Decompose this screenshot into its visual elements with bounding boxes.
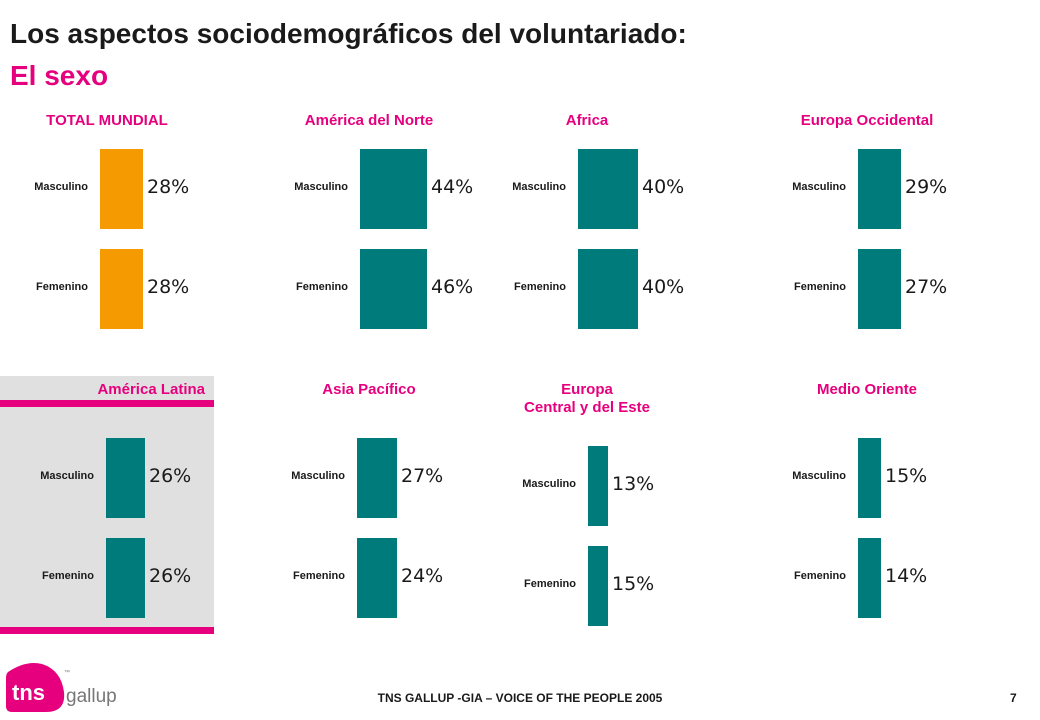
chart-panel-6: Europa Central y del Este Masculino 13% Fem… (480, 381, 694, 626)
bar-femenino (357, 538, 397, 618)
logo-trademark: ™ (64, 669, 70, 676)
bar-femenino (106, 538, 145, 618)
chart-title: Asia Pacífico (322, 381, 416, 398)
value-label: 24% (401, 565, 444, 587)
bar-masculino (588, 446, 608, 526)
value-label: 15% (885, 465, 928, 487)
category-label: Femenino (296, 281, 348, 293)
value-label: 40% (642, 276, 685, 298)
tns-gallup-logo: tns ™ gallup (6, 663, 116, 712)
category-label: Femenino (42, 570, 94, 582)
chart-title: Europa Central y del Este (524, 381, 650, 416)
value-label: 28% (147, 276, 190, 298)
category-label: Masculino (512, 181, 566, 193)
value-label: 44% (431, 176, 474, 198)
chart-title: Europa Occidental (800, 112, 934, 129)
bar-femenino (588, 546, 608, 626)
chart-title: Africa (565, 112, 609, 129)
bar-masculino (858, 438, 881, 518)
value-label: 40% (642, 176, 685, 198)
page-title: Los aspectos sociodemográficos del volun… (10, 18, 687, 49)
value-label: 27% (905, 276, 948, 298)
logo-brand-text: tns (12, 680, 45, 705)
value-label: 28% (147, 176, 190, 198)
chart-panel-3: Europa Occidental Masculino 29% Femenino 27% (760, 112, 974, 352)
value-label: 26% (149, 565, 192, 587)
category-label: Masculino (34, 181, 88, 193)
category-label: Masculino (522, 478, 576, 490)
value-label: 29% (905, 176, 948, 198)
category-label: Femenino (524, 578, 576, 590)
category-label: Femenino (794, 570, 846, 582)
bar-femenino (360, 249, 427, 329)
value-label: 26% (149, 465, 192, 487)
chart-panel-4: América Latina Masculino 26% Femenino 26% (0, 381, 214, 621)
chart-panel-1: América del Norte Masculino 44% Femenino 46% (262, 112, 476, 352)
category-label: Masculino (291, 470, 345, 482)
category-label: Masculino (40, 470, 94, 482)
bar-masculino (858, 149, 901, 229)
chart-panel-0: TOTAL MUNDIAL Masculino 28% Femenino 28% (0, 112, 214, 352)
bar-femenino (858, 249, 901, 329)
bar-masculino (360, 149, 427, 229)
category-label: Masculino (792, 181, 846, 193)
bar-masculino (100, 149, 143, 229)
category-label: Masculino (792, 470, 846, 482)
chart-panel-7: Medio Oriente Masculino 15% Femenino 14% (760, 381, 974, 621)
bar-femenino (100, 249, 143, 329)
bar-masculino (106, 438, 145, 518)
chart-title: América Latina (97, 381, 205, 398)
bar-masculino (357, 438, 397, 518)
footer-text: TNS GALLUP -GIA – VOICE OF THE PEOPLE 20… (377, 691, 663, 705)
value-label: 46% (431, 276, 474, 298)
highlight-bottom-bar (0, 627, 214, 634)
bar-masculino (578, 149, 638, 229)
page-number: 7 (1010, 691, 1017, 705)
value-label: 14% (885, 565, 928, 587)
chart-title: América del Norte (304, 112, 434, 129)
bar-femenino (578, 249, 638, 329)
page-subtitle: El sexo (10, 60, 109, 91)
chart-panel-5: Asia Pacífico Masculino 27% Femenino 24% (262, 381, 476, 621)
logo-shape (6, 663, 65, 712)
value-label: 13% (612, 473, 655, 495)
category-label: Femenino (293, 570, 345, 582)
highlight-top-bar (0, 400, 214, 407)
category-label: Femenino (36, 281, 88, 293)
chart-title: TOTAL MUNDIAL (46, 112, 168, 129)
chart-title: Medio Oriente (816, 381, 917, 398)
category-label: Masculino (294, 181, 348, 193)
bar-femenino (858, 538, 881, 618)
logo-name-text: gallup (66, 686, 116, 707)
category-label: Femenino (794, 281, 846, 293)
category-label: Femenino (514, 281, 566, 293)
value-label: 15% (612, 573, 655, 595)
chart-panel-2: Africa Masculino 40% Femenino 40% (480, 112, 694, 352)
value-label: 27% (401, 465, 444, 487)
